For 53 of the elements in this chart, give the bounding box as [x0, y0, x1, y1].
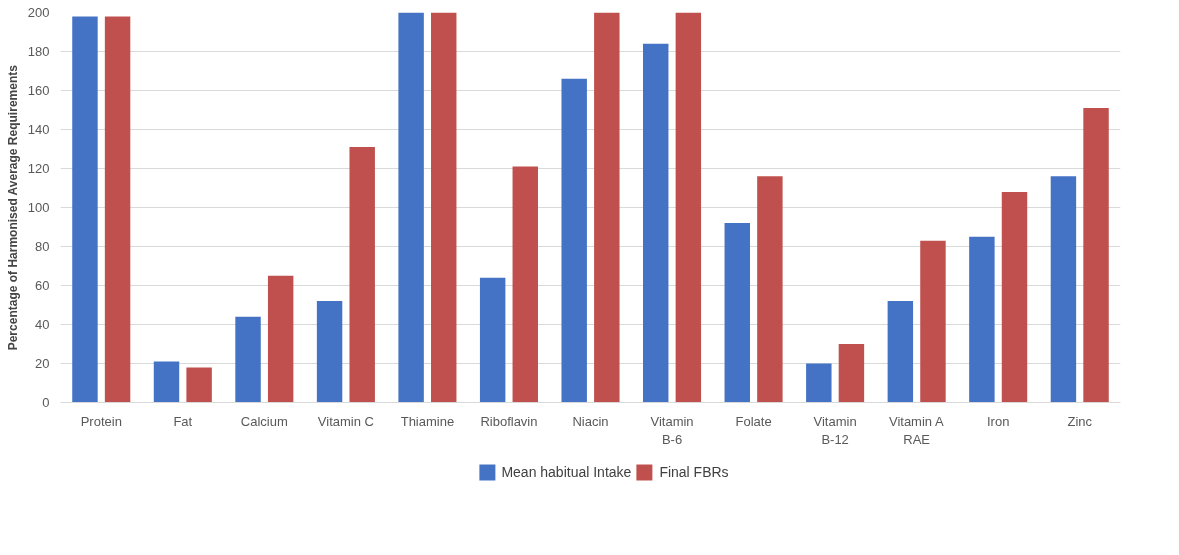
- y-tick-label: 180: [27, 44, 50, 59]
- bar: [887, 301, 914, 403]
- x-tick-label: Vitamin C: [317, 413, 374, 429]
- bar: [479, 277, 506, 403]
- y-tick-label: 100: [27, 200, 50, 215]
- bar: [186, 367, 212, 403]
- y-tick-label: 0: [42, 395, 50, 410]
- bar: [1001, 191, 1028, 403]
- bar: [1050, 176, 1077, 403]
- bar: [104, 16, 131, 403]
- bar: [594, 12, 620, 403]
- bar: [675, 12, 702, 403]
- x-tick-label: Folate: [735, 413, 772, 429]
- x-tick-label: Calcium: [240, 413, 288, 429]
- x-tick-label: Vitamin B-12: [813, 413, 857, 447]
- y-tick-label: 200: [27, 5, 50, 20]
- bar: [431, 12, 457, 403]
- y-tick-label: 20: [35, 356, 50, 371]
- bar: [561, 78, 587, 403]
- bar: [316, 301, 343, 403]
- bar: [969, 236, 995, 403]
- x-tick-label: Fat: [173, 413, 193, 429]
- x-tick-label: Protein: [80, 413, 122, 429]
- bar: [838, 344, 865, 403]
- y-tick-label: 140: [27, 122, 50, 137]
- x-tick-label: Vitamin A RAE: [888, 413, 944, 447]
- y-tick-label: 80: [35, 239, 50, 254]
- bar: [267, 275, 294, 403]
- bar: [349, 147, 375, 403]
- legend-label: Final FBRs: [659, 463, 729, 480]
- bar: [512, 166, 538, 403]
- bar: [920, 240, 946, 403]
- bar: [72, 16, 98, 403]
- y-tick-label: 120: [27, 161, 50, 176]
- x-tick-label: Riboflavin: [480, 413, 538, 429]
- bar: [235, 316, 261, 403]
- bar: [398, 12, 424, 403]
- bar: [806, 363, 832, 403]
- x-tick-label: Niacin: [572, 413, 609, 429]
- x-tick-label: Iron: [986, 413, 1010, 429]
- bar: [643, 43, 669, 403]
- bar: [757, 176, 783, 403]
- bar: [724, 223, 750, 403]
- y-tick-label: 40: [35, 317, 50, 332]
- x-tick-label: Vitamin B-6: [650, 413, 694, 447]
- y-axis-title: Percentage of Harmonised Average Requirements: [5, 64, 20, 351]
- bar: [1083, 108, 1109, 403]
- x-tick-label: Zinc: [1067, 413, 1093, 429]
- y-tick-label: 60: [35, 278, 50, 293]
- legend-label: Mean habitual Intake: [501, 463, 632, 480]
- x-tick-label: Thiamine: [400, 413, 455, 429]
- bar: [153, 361, 180, 403]
- y-tick-label: 160: [27, 83, 50, 98]
